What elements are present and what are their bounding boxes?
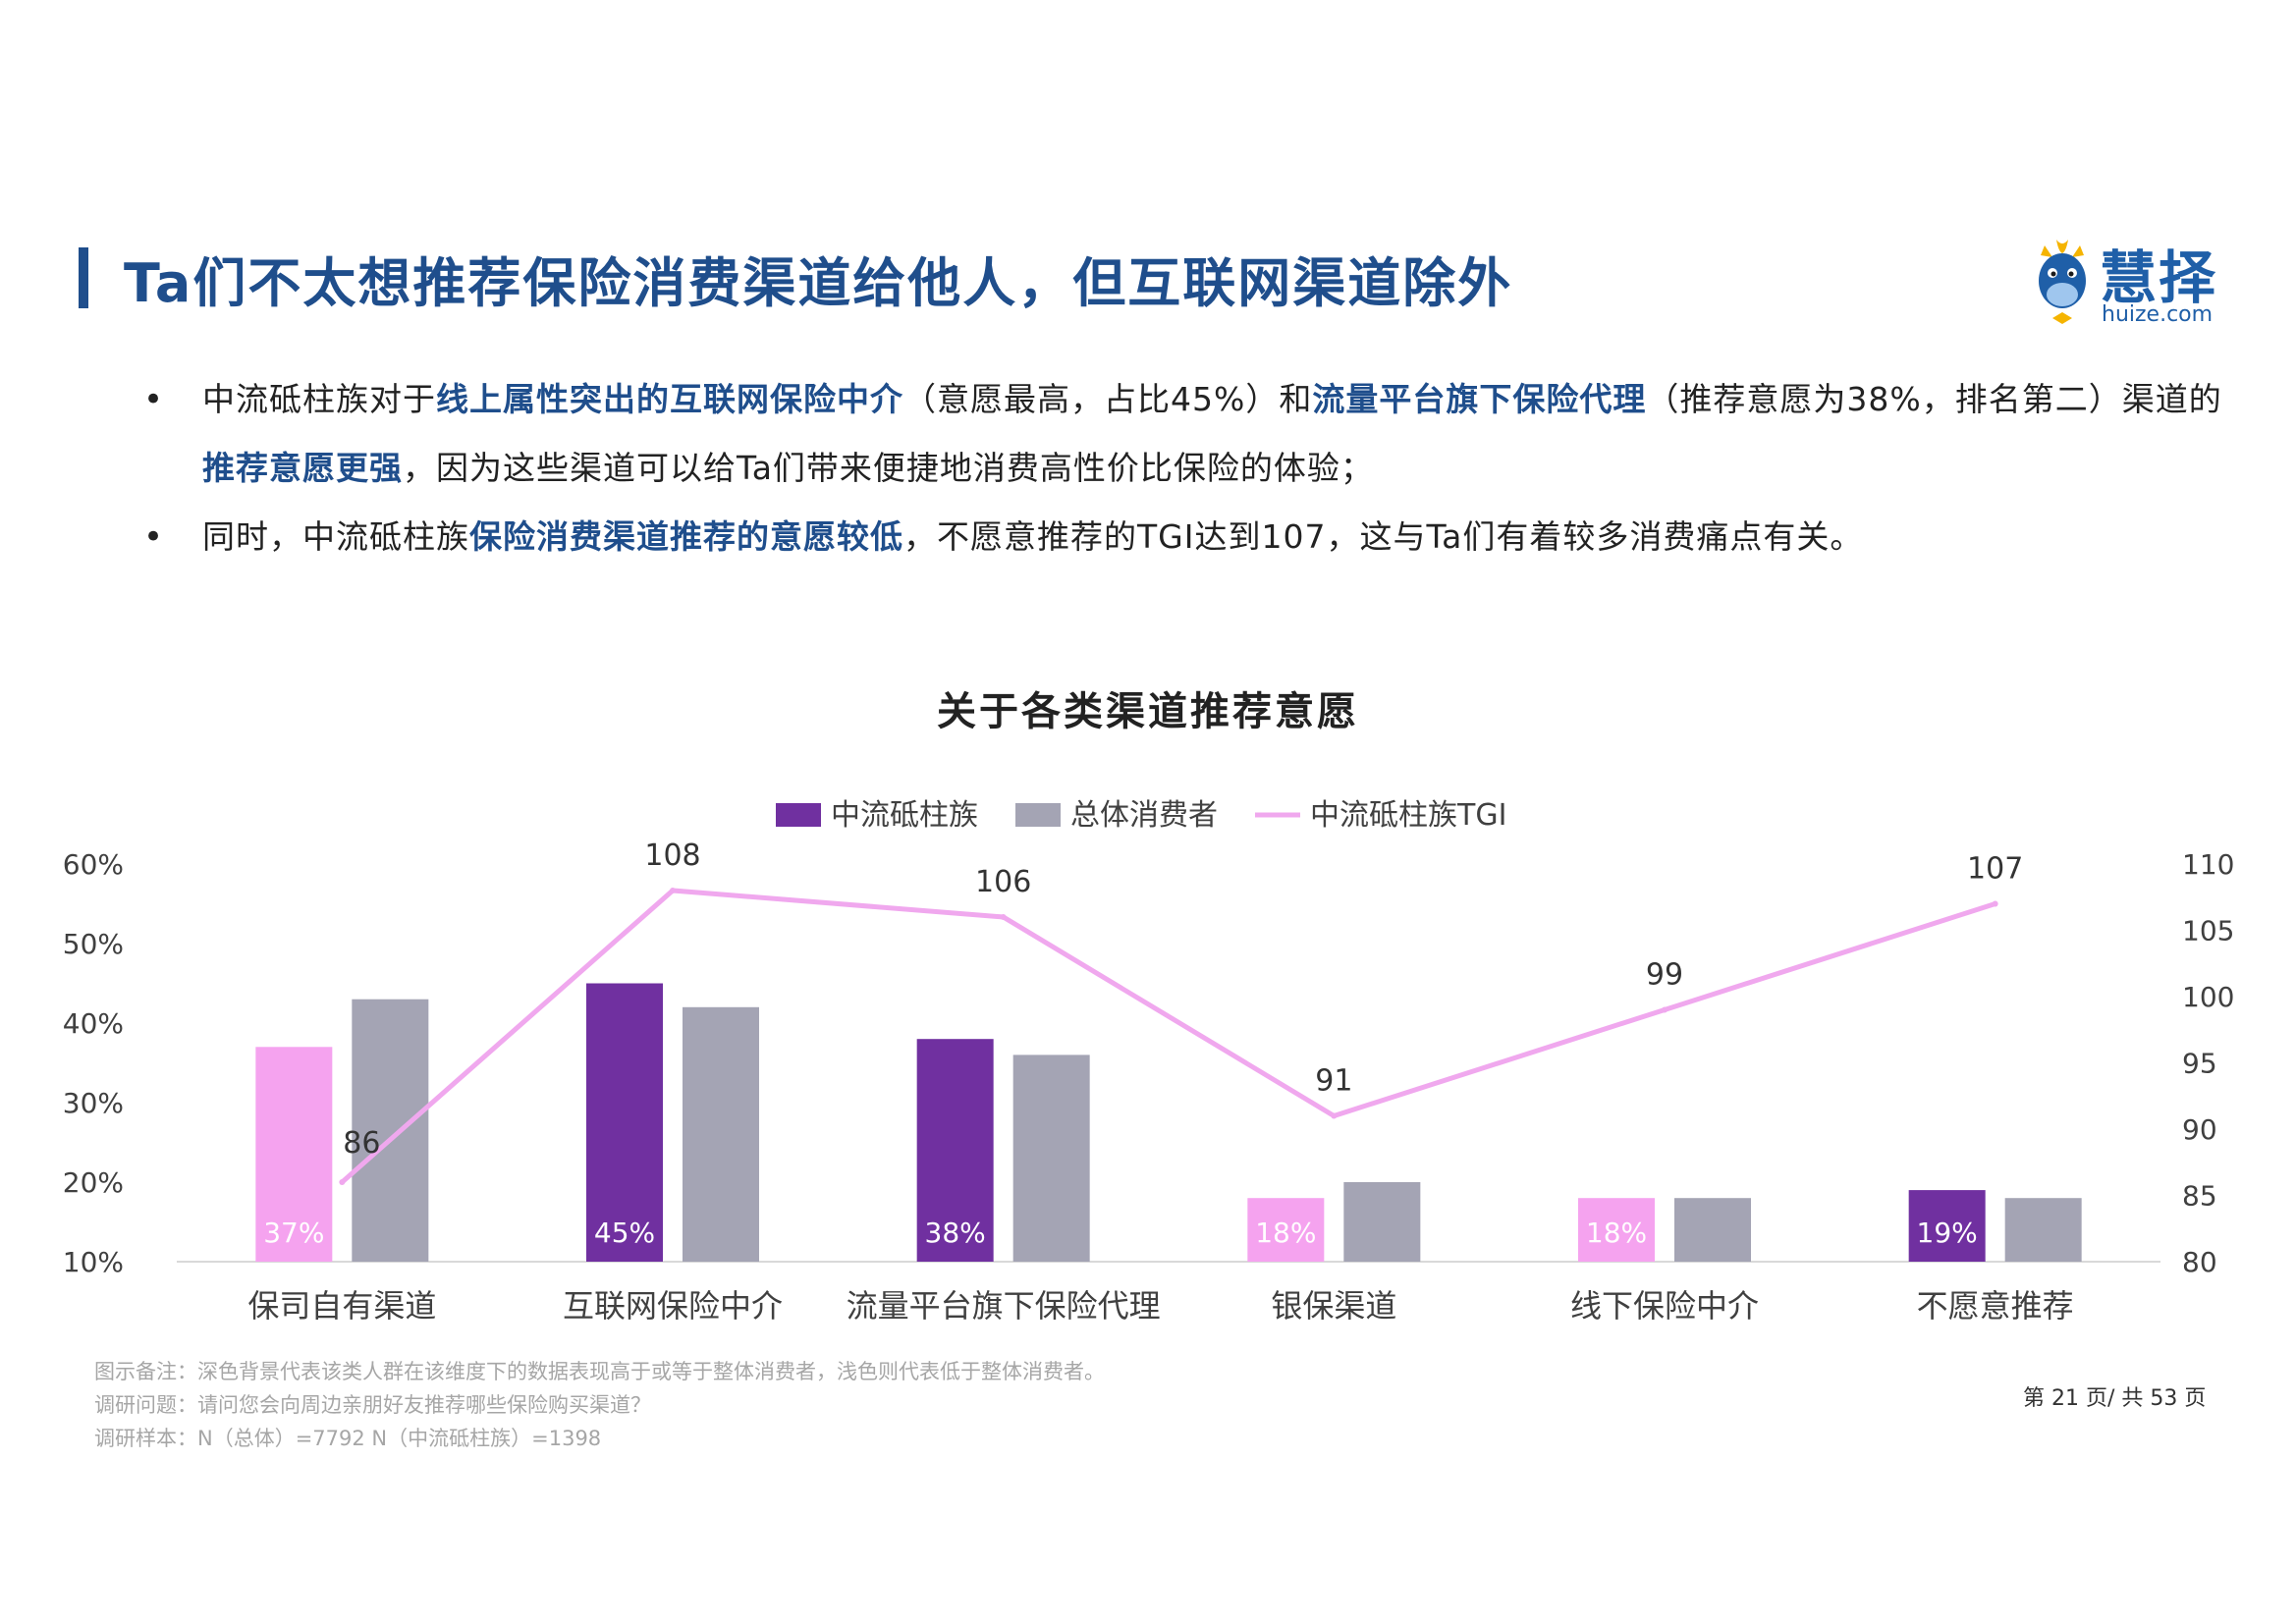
legend-swatch-zhongliu: [776, 803, 821, 827]
bar-data-label: 45%: [594, 1217, 655, 1249]
logo-url: huize.com: [2102, 302, 2214, 327]
tgi-line: [340, 888, 1996, 1184]
bullet-item-2: 同时，中流砥柱族保险消费渠道推荐的意愿较低，不愿意推荐的TGI达到107，这与T…: [137, 503, 2229, 571]
tgi-point: [339, 1179, 346, 1185]
y-left-tick-label: 40%: [63, 1007, 124, 1040]
bullet1-text-1: 中流砥柱族对于: [202, 380, 436, 418]
bar-overall-1: [683, 1006, 759, 1262]
tgi-data-label: 99: [1646, 958, 1683, 993]
y-right-tick-label: 85: [2182, 1180, 2217, 1213]
bullet1-text-2: （意愿最高，占比45%）和: [903, 380, 1313, 418]
bar-data-label: 38%: [925, 1217, 986, 1249]
legend-label-zhongliu: 中流砥柱族: [831, 798, 978, 833]
y-left-tick-label: 60%: [63, 848, 124, 881]
y-right-tick-label: 90: [2182, 1113, 2217, 1146]
bar-overall-3: [1343, 1182, 1421, 1262]
tgi-point: [1000, 914, 1007, 920]
page-number: 第 21 页/ 共 53 页: [2023, 1386, 2207, 1411]
footnote-sample-size: 调研样本：N（总体）=7792 N（中流砥柱族）=1398: [94, 1427, 602, 1450]
bar-zhongliu-5: [1908, 1190, 1986, 1262]
y-left-tick-label: 50%: [63, 928, 124, 960]
y-right-tick-label: 100: [2182, 981, 2234, 1013]
legend-label-overall: 总体消费者: [1070, 798, 1218, 833]
x-category-label: 不愿意推荐: [1917, 1287, 2074, 1325]
tgi-data-label: 108: [644, 839, 700, 873]
bar-data-label: 19%: [1917, 1217, 1978, 1249]
tgi-point: [1662, 1006, 1667, 1013]
bar-overall-4: [1674, 1198, 1751, 1262]
legend-swatch-overall: [1015, 803, 1061, 827]
bar-overall-5: [2004, 1198, 2082, 1262]
y-left-tick-label: 30%: [63, 1087, 124, 1119]
y-right-tick-label: 105: [2182, 915, 2234, 947]
x-category-label: 流量平台旗下保险代理: [847, 1287, 1161, 1325]
tgi-point: [670, 888, 676, 893]
bar-overall-0: [352, 999, 429, 1262]
bullet2-text-2: ，不愿意推荐的TGI达到107，这与Ta们有着较多消费痛点有关。: [903, 517, 1864, 556]
tgi-data-label: 106: [975, 865, 1031, 899]
tgi-data-label: 91: [1315, 1064, 1352, 1099]
bullet1-text-3: （推荐意愿为38%，排名第二）渠道的: [1646, 380, 2222, 418]
logo-text: 慧择: [2100, 244, 2218, 311]
page-title: Ta们不太想推荐保险消费渠道给他人，但互联网渠道除外: [124, 252, 1513, 314]
bar-zhongliu-3: [1247, 1198, 1325, 1262]
bar-data-label: 37%: [263, 1217, 324, 1249]
bullet-list: 中流砥柱族对于线上属性突出的互联网保险中介（意愿最高，占比45%）和流量平台旗下…: [137, 365, 2229, 571]
bullet1-highlight-1: 线上属性突出的互联网保险中介: [436, 380, 903, 418]
bullet2-text-1: 同时，中流砥柱族: [202, 517, 469, 556]
bar-data-label: 18%: [1586, 1217, 1647, 1249]
tgi-data-label: 86: [343, 1126, 380, 1161]
bullet-item-1: 中流砥柱族对于线上属性突出的互联网保险中介（意愿最高，占比45%）和流量平台旗下…: [137, 365, 2229, 503]
y-left-tick-label: 10%: [63, 1246, 124, 1278]
y-right-tick-label: 95: [2182, 1048, 2217, 1080]
bullet2-highlight-1: 保险消费渠道推荐的意愿较低: [469, 517, 903, 556]
bar-zhongliu-1: [586, 983, 663, 1262]
legend-label-tgi: 中流砥柱族TGI: [1310, 798, 1506, 833]
footnotes: 图示备注：深色背景代表该类人群在该维度下的数据表现高于或等于整体消费者，浅色则代…: [94, 1355, 1105, 1455]
chart-title: 关于各类渠道推荐意愿: [937, 689, 1359, 734]
x-category-label: 线下保险中介: [1570, 1287, 1759, 1325]
bullet1-highlight-3: 推荐意愿更强: [202, 449, 403, 487]
x-category-label: 银保渠道: [1271, 1287, 1396, 1325]
y-left-tick-label: 20%: [63, 1166, 124, 1199]
tgi-data-label: 107: [1967, 852, 2023, 887]
title-accent-bar: [79, 247, 88, 308]
tgi-point: [1992, 900, 1998, 907]
bullet1-text-4: ，因为这些渠道可以给Ta们带来便捷地消费高性价比保险的体验；: [403, 449, 1374, 487]
bar-zhongliu-4: [1578, 1198, 1655, 1262]
y-right-tick-label: 110: [2182, 848, 2234, 881]
bar-zhongliu-2: [916, 1039, 994, 1262]
tgi-point: [1331, 1112, 1338, 1119]
x-category-label: 互联网保险中介: [563, 1287, 783, 1325]
footnote-survey-question: 调研问题：请问您会向周边亲朋好友推荐哪些保险购买渠道？: [94, 1393, 651, 1417]
bar-zhongliu-0: [255, 1047, 333, 1262]
horse-mascot-icon: [2039, 240, 2086, 324]
bar-data-label: 18%: [1255, 1217, 1316, 1249]
bar-overall-2: [1012, 1055, 1090, 1262]
y-right-tick-label: 80: [2182, 1246, 2217, 1278]
huize-logo: 慧择 huize.com: [2031, 232, 2237, 330]
bullet1-highlight-2: 流量平台旗下保险代理: [1312, 380, 1647, 418]
footnote-legend-note: 图示备注：深色背景代表该类人群在该维度下的数据表现高于或等于整体消费者，浅色则代…: [94, 1360, 1105, 1383]
x-category-label: 保司自有渠道: [247, 1287, 436, 1325]
